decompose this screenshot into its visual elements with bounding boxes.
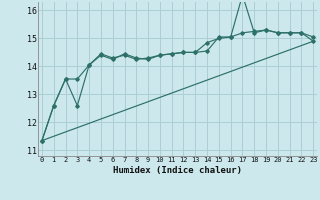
X-axis label: Humidex (Indice chaleur): Humidex (Indice chaleur) [113, 166, 242, 175]
